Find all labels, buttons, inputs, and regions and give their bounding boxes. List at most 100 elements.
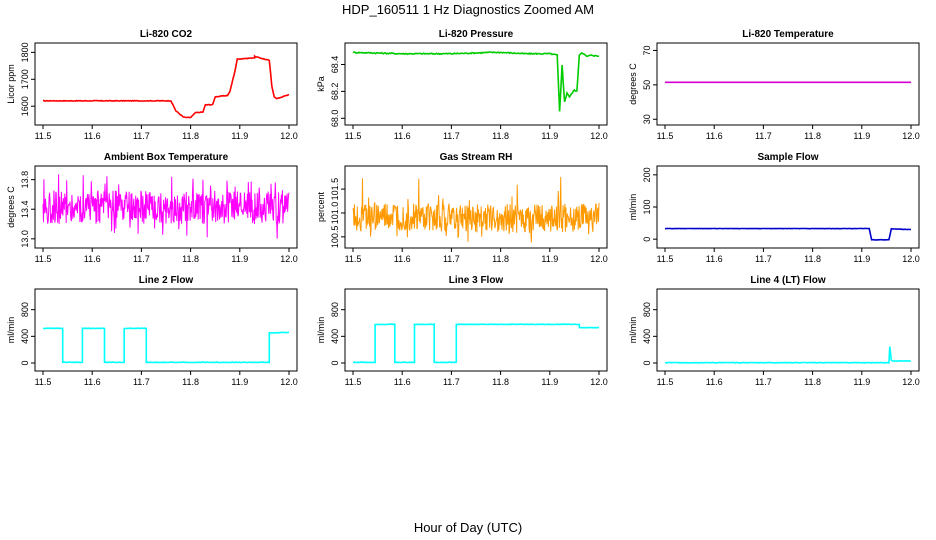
x-tick-label: 11.9: [541, 131, 558, 141]
chart-panel-1: Li-820 CO2 11.5 11.6 11.7 11.8 11.9 12.0 1600 17…: [6, 29, 298, 141]
chart-title: Ambient Box Temperature: [104, 152, 229, 163]
x-tick-label: 11.7: [133, 377, 150, 387]
y-tick-label: 101.0: [330, 202, 340, 225]
x-tick-label: 11.8: [804, 254, 821, 264]
figure-xlabel: Hour of Day (UTC): [414, 520, 522, 535]
x-tick-label: 12.0: [280, 131, 298, 141]
y-tick-label: 70: [642, 45, 652, 55]
chart-panels: Li-820 CO2 11.5 11.6 11.7 11.8 11.9 12.0 1600 17…: [6, 29, 920, 387]
x-tick-label: 11.9: [853, 254, 870, 264]
chart-title: Gas Stream RH: [440, 152, 513, 163]
x-tick-label: 11.8: [804, 377, 821, 387]
chart-title: Line 4 (LT) Flow: [750, 275, 826, 286]
data-series-line: [43, 54, 290, 119]
chart-title: Li-820 Temperature: [742, 29, 834, 40]
plot-frame: [34, 165, 298, 249]
x-tick-label: 11.8: [492, 131, 509, 141]
y-tick-label: 800: [642, 302, 652, 317]
chart-panel-7: Line 2 Flow 11.5 11.6 11.7 11.8 11.9 12.0 0 400 8…: [6, 275, 298, 387]
x-tick-label: 11.7: [443, 254, 460, 264]
x-tick-label: 11.6: [706, 377, 723, 387]
y-tick-label: 13.0: [20, 230, 30, 248]
x-tick-label: 11.7: [133, 254, 150, 264]
x-tick-label: 11.5: [657, 254, 674, 264]
plot-frame: [344, 288, 608, 372]
y-axis-label: ml/min: [628, 317, 638, 344]
x-tick-label: 11.6: [84, 377, 101, 387]
chart-panel-3: Li-820 Temperature 11.5 11.6 11.7 11.8 11.9 12…: [628, 29, 920, 141]
chart-panel-6: Sample Flow 11.5 11.6 11.7 11.8 11.9 12.0 0 100 2…: [628, 152, 920, 264]
y-tick-label: 50: [642, 80, 652, 90]
chart-panel-5: Gas Stream RH 11.5 11.6 11.7 11.8 11.9 12.0 100…: [316, 152, 608, 264]
x-tick-label: 11.6: [84, 131, 101, 141]
chart-title: Line 3 Flow: [449, 275, 504, 286]
chart-panel-4: Ambient Box Temperature 11.5 11.6 11.7 11.8 1…: [6, 152, 298, 264]
x-tick-label: 11.6: [394, 131, 411, 141]
x-tick-label: 11.6: [394, 254, 411, 264]
chart-title: Sample Flow: [757, 152, 818, 163]
data-series-line: [664, 227, 912, 241]
y-tick-label: 68.0: [330, 110, 340, 128]
data-series-line: [664, 346, 911, 364]
chart-panel-8: Line 3 Flow 11.5 11.6 11.7 11.8 11.9 12.0 0 400 8…: [316, 275, 608, 387]
x-tick-label: 11.5: [345, 377, 362, 387]
x-tick-label: 11.8: [182, 131, 199, 141]
plot-frame: [656, 288, 920, 372]
x-tick-label: 11.7: [443, 377, 460, 387]
y-tick-label: 400: [20, 329, 30, 344]
x-tick-label: 11.9: [231, 131, 248, 141]
x-tick-label: 11.9: [853, 377, 870, 387]
x-tick-label: 12.0: [590, 377, 608, 387]
x-tick-label: 11.7: [755, 377, 772, 387]
x-tick-label: 11.5: [345, 254, 362, 264]
y-axis-label: kPa: [316, 76, 326, 92]
x-tick-label: 11.7: [133, 131, 150, 141]
y-tick-label: 200: [642, 167, 652, 182]
y-tick-label: 0: [642, 237, 652, 242]
plot-frame: [34, 42, 298, 126]
y-axis-label: percent: [316, 191, 326, 222]
x-tick-label: 11.6: [706, 131, 723, 141]
x-tick-label: 11.9: [231, 254, 248, 264]
y-tick-label: 800: [20, 302, 30, 317]
x-tick-label: 11.9: [231, 377, 248, 387]
y-tick-label: 13.4: [20, 200, 30, 218]
x-tick-label: 12.0: [902, 254, 920, 264]
chart-title: Li-820 CO2: [140, 29, 193, 40]
y-tick-label: 1800: [20, 42, 30, 62]
data-series-line: [352, 176, 600, 243]
x-tick-label: 11.7: [443, 131, 460, 141]
x-tick-label: 11.6: [84, 254, 101, 264]
data-series-line: [42, 174, 290, 239]
plot-frame: [34, 288, 298, 372]
data-series-line: [352, 322, 600, 364]
x-tick-label: 11.6: [394, 377, 411, 387]
y-axis-label: degrees C: [6, 186, 16, 228]
y-tick-label: 68.4: [330, 56, 340, 74]
plot-frame: [656, 42, 920, 126]
x-tick-label: 11.8: [182, 377, 199, 387]
y-axis-label: degrees C: [628, 63, 638, 105]
y-tick-label: 400: [330, 329, 340, 344]
x-tick-label: 11.6: [706, 254, 723, 264]
x-tick-label: 12.0: [902, 377, 920, 387]
x-tick-label: 11.9: [541, 377, 558, 387]
y-tick-label: 68.2: [330, 83, 340, 101]
data-series-line: [352, 51, 600, 112]
figure-title: HDP_160511 1 Hz Diagnostics Zoomed AM: [342, 2, 594, 17]
x-tick-label: 11.9: [541, 254, 558, 264]
x-tick-label: 11.9: [853, 131, 870, 141]
x-tick-label: 11.7: [755, 131, 772, 141]
x-tick-label: 11.8: [492, 254, 509, 264]
y-axis-label: Licor ppm: [6, 64, 16, 104]
y-axis-label: ml/min: [316, 317, 326, 344]
y-tick-label: 0: [330, 360, 340, 365]
plot-frame: [344, 165, 608, 249]
y-tick-label: 30: [642, 114, 652, 124]
data-series-line: [43, 327, 290, 364]
x-tick-label: 12.0: [280, 254, 298, 264]
y-tick-label: 800: [330, 302, 340, 317]
x-tick-label: 11.5: [657, 131, 674, 141]
y-tick-label: 101.5: [330, 178, 340, 201]
